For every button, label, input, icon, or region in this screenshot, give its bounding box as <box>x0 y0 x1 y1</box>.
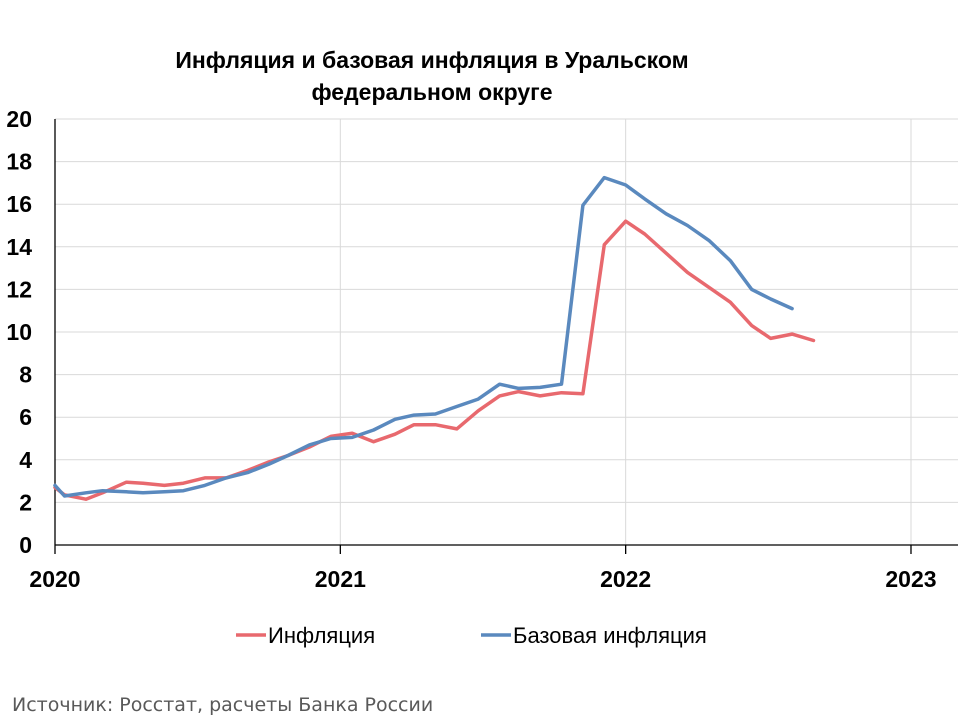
axes <box>54 119 958 554</box>
y-tick-label: 2 <box>19 489 32 515</box>
y-tick-label: 6 <box>19 404 32 430</box>
x-tick-label: 2023 <box>885 566 936 592</box>
y-tick-label: 10 <box>6 319 32 345</box>
legend-label-inflation: Инфляция <box>268 623 375 648</box>
y-tick-label: 20 <box>6 106 32 132</box>
y-tick-label: 16 <box>6 191 32 217</box>
y-tick-label: 12 <box>6 276 32 302</box>
legend-label-core-inflation: Базовая инфляция <box>513 623 707 648</box>
y-tick-label: 18 <box>6 149 32 175</box>
x-tick-label: 2022 <box>600 566 651 592</box>
series-line-inflation <box>53 219 816 501</box>
source-note: Источник: Росстат, расчеты Банка России <box>12 694 433 716</box>
gridlines <box>55 118 958 545</box>
y-tick-label: 8 <box>19 362 32 388</box>
y-tick-label: 4 <box>19 447 32 473</box>
x-tick-label: 2020 <box>29 566 80 592</box>
x-tick-label: 2021 <box>315 566 366 592</box>
y-tick-label: 0 <box>19 532 32 558</box>
x-tick-labels: 2020 2021 2022 2023 <box>29 566 936 592</box>
series-line-core-inflation <box>53 175 794 498</box>
chart-title-line-1: Инфляция и базовая инфляция в Уральском <box>175 47 688 73</box>
y-tick-label: 14 <box>6 234 32 260</box>
series-lines <box>53 175 816 501</box>
y-tick-labels: 0 2 4 6 8 10 12 14 16 18 20 <box>6 106 32 558</box>
chart-title-line-2: федеральном округе <box>311 79 552 105</box>
legend: Инфляция Базовая инфляция <box>236 623 707 648</box>
